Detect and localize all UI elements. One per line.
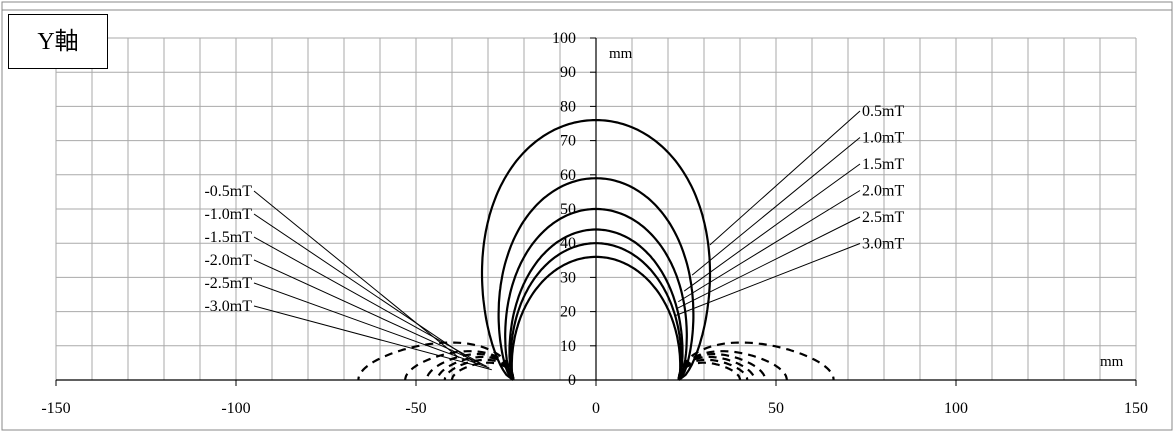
series-curve-right	[677, 358, 749, 380]
x-tick-label: 0	[592, 400, 600, 417]
axis-badge: Y軸	[8, 14, 108, 69]
y-tick-label: 40	[560, 235, 576, 252]
label-leader	[677, 190, 861, 303]
series-curve-left	[357, 341, 515, 381]
y-tick-label: 50	[560, 201, 576, 218]
y-unit-label: mm	[609, 46, 633, 62]
label-leader	[709, 110, 861, 246]
series-curve	[509, 242, 683, 381]
series-label: 2.5mT	[862, 209, 904, 226]
y-tick-label: 20	[560, 304, 576, 321]
series-curve	[508, 228, 684, 381]
series-label: 1.5mT	[862, 156, 904, 173]
tick-labels: -150 -100 -50 0 50 100 150 0 10 20 30 40 50 60 70 80 90 1…	[41, 30, 1148, 417]
series-label: -2.5mT	[204, 275, 252, 292]
y-tick-label: 90	[560, 64, 576, 81]
label-leader	[253, 259, 487, 367]
label-leader	[691, 137, 861, 276]
series-label: 2.0mT	[862, 183, 904, 200]
x-tick-label: 50	[768, 400, 784, 417]
series-label: -3.0mT	[204, 298, 252, 315]
y-tick-label: 0	[568, 372, 576, 389]
series-curve-right	[677, 341, 835, 381]
y-tick-label: 70	[560, 133, 576, 150]
label-leader	[676, 216, 861, 310]
y-tick-label: 100	[552, 30, 576, 47]
label-leader	[253, 305, 492, 371]
y-tick-label: 30	[560, 269, 576, 286]
x-tick-label: 100	[944, 400, 968, 417]
y-tick-label: 60	[560, 167, 576, 184]
series-label: -0.5mT	[204, 183, 252, 200]
x-tick-label: -50	[405, 400, 426, 417]
x-tick-label: -100	[221, 400, 250, 417]
series-label: -1.5mT	[204, 229, 252, 246]
series-label: -2.0mT	[204, 252, 252, 269]
series-label: 3.0mT	[862, 236, 904, 253]
series-curve	[510, 255, 682, 381]
x-unit-label: mm	[1100, 354, 1124, 370]
y-tick-label: 10	[560, 338, 576, 355]
label-leader	[253, 282, 490, 369]
curves	[357, 119, 835, 381]
series-curve	[497, 177, 695, 381]
series-curve	[504, 207, 688, 381]
y-tick-label: 80	[560, 98, 576, 115]
label-leaders	[253, 110, 861, 371]
series-label: -1.0mT	[204, 206, 252, 223]
label-leader	[674, 243, 861, 317]
series-labels: 0.5mT 1.0mT 1.5mT 2.0mT 2.5mT 3.0mT -0.5mT -1.0…	[204, 103, 904, 315]
series-label: 1.0mT	[862, 130, 904, 147]
series-label: 0.5mT	[862, 103, 904, 120]
label-leader	[253, 213, 476, 364]
x-tick-label: -150	[41, 400, 70, 417]
x-tick-label: 150	[1124, 400, 1148, 417]
label-leader	[253, 236, 484, 366]
label-leader	[683, 163, 861, 292]
series-curve-left	[443, 358, 515, 380]
series-curve	[480, 119, 712, 381]
label-leader	[253, 190, 460, 359]
